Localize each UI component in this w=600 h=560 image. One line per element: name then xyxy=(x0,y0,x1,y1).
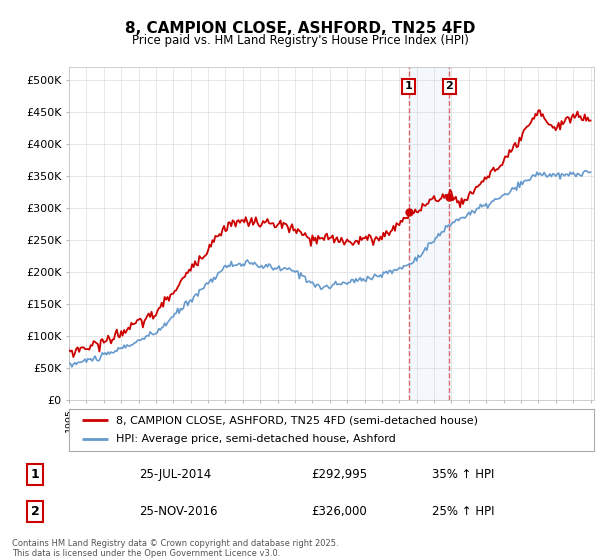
Text: 2: 2 xyxy=(31,505,40,518)
Text: £292,995: £292,995 xyxy=(311,468,368,481)
Text: 25-NOV-2016: 25-NOV-2016 xyxy=(139,505,217,518)
Text: 35% ↑ HPI: 35% ↑ HPI xyxy=(433,468,495,481)
Text: Price paid vs. HM Land Registry's House Price Index (HPI): Price paid vs. HM Land Registry's House … xyxy=(131,34,469,46)
Text: 1: 1 xyxy=(31,468,40,481)
Text: HPI: Average price, semi-detached house, Ashford: HPI: Average price, semi-detached house,… xyxy=(116,435,396,445)
Text: 8, CAMPION CLOSE, ASHFORD, TN25 4FD (semi-detached house): 8, CAMPION CLOSE, ASHFORD, TN25 4FD (sem… xyxy=(116,415,478,425)
Text: 25-JUL-2014: 25-JUL-2014 xyxy=(139,468,211,481)
Text: 25% ↑ HPI: 25% ↑ HPI xyxy=(433,505,495,518)
Text: 1: 1 xyxy=(405,81,413,91)
Text: Contains HM Land Registry data © Crown copyright and database right 2025.
This d: Contains HM Land Registry data © Crown c… xyxy=(12,539,338,558)
Text: 2: 2 xyxy=(445,81,453,91)
Text: £326,000: £326,000 xyxy=(311,505,367,518)
Bar xyxy=(409,67,449,400)
Text: 8, CAMPION CLOSE, ASHFORD, TN25 4FD: 8, CAMPION CLOSE, ASHFORD, TN25 4FD xyxy=(125,21,475,36)
